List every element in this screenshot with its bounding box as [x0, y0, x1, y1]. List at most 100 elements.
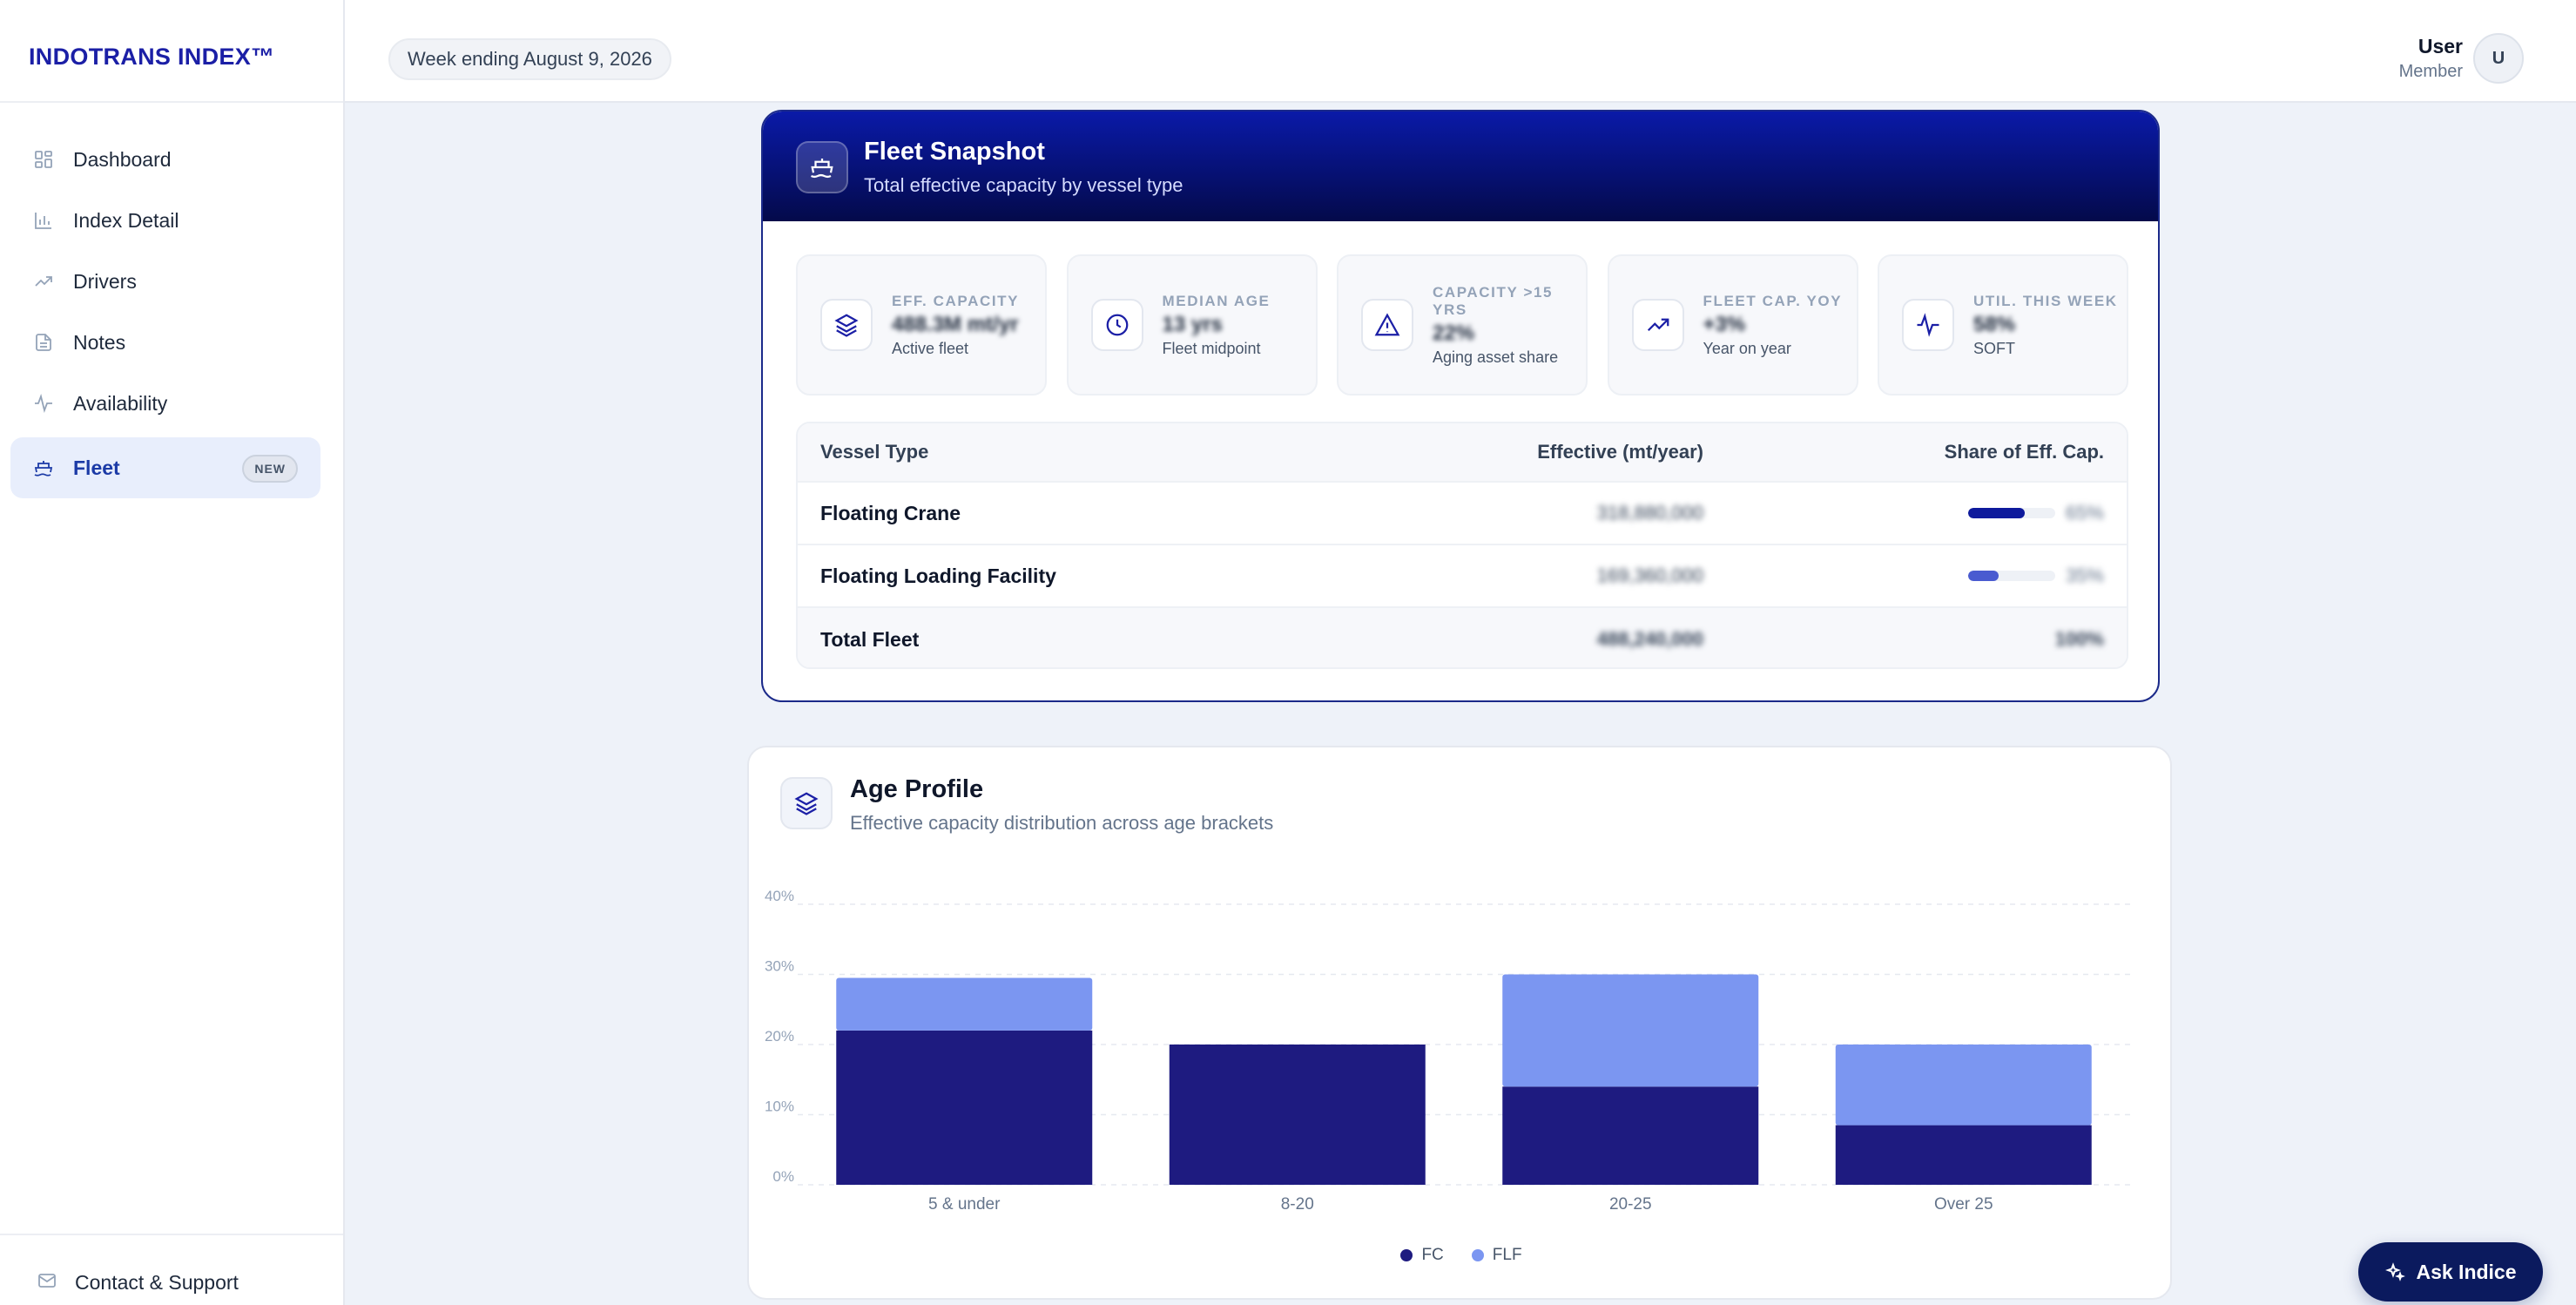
sidebar-item-drivers[interactable]: Drivers — [10, 251, 320, 312]
kpi-label: MEDIAN AGE — [1162, 292, 1271, 309]
legend-swatch — [1400, 1249, 1413, 1261]
kpi-label: EFF. CAPACITY — [892, 292, 1020, 309]
layers-icon — [820, 299, 873, 351]
user-info[interactable]: User Member — [2399, 35, 2463, 82]
sidebar-item-label: Drivers — [73, 269, 137, 293]
kpi-label: CAPACITY >15 YRS — [1433, 283, 1554, 318]
bar-chart-icon — [31, 208, 56, 233]
kpi-value: +3% — [1703, 312, 1746, 336]
avatar[interactable]: U — [2473, 33, 2524, 84]
contact-support-label: Contact & Support — [75, 1271, 239, 1294]
dashboard-icon — [31, 147, 56, 172]
table-header-row: Vessel Type Effective (mt/year) Share of… — [798, 423, 2127, 483]
effective-cell: 318,880,000 — [1596, 502, 1703, 524]
topbar: Week ending August 9, 2026 User Member U — [345, 0, 2576, 103]
sidebar-item-dashboard[interactable]: Dashboard — [10, 129, 320, 190]
kpi-card-eff-capacity: EFF. CAPACITY 488.3M mt/yr Active fleet — [796, 254, 1047, 396]
sidebar-item-label: Availability — [73, 391, 168, 415]
user-name: User — [2418, 35, 2463, 57]
new-badge: NEW — [242, 455, 298, 483]
age-profile-chart: 0% 10% 20% 30% 40% 5 & under 8-20 20-25 Over 25 — [765, 888, 2130, 1214]
table-row[interactable]: Floating Loading Facility 169,360,000 35… — [798, 545, 2127, 608]
sidebar-item-index-detail[interactable]: Index Detail — [10, 190, 320, 251]
kpi-value: 488.3M mt/yr — [892, 312, 1019, 336]
y-tick-label: 20% — [765, 1028, 794, 1045]
legend-item-fc[interactable]: FC — [1400, 1246, 1444, 1265]
share-cell: 65% — [1967, 502, 2104, 524]
bar-fc — [1502, 1086, 1759, 1185]
kpi-card-fleet-cap-yoy: FLEET CAP. YOY +3% Year on year — [1607, 254, 1858, 396]
y-tick-label: 10% — [765, 1099, 794, 1115]
clock-icon — [1090, 299, 1143, 351]
kpi-sub: SOFT — [1973, 339, 2015, 357]
column-header-share[interactable]: Share of Eff. Cap. — [1944, 441, 2104, 463]
sparkle-icon — [2384, 1261, 2406, 1282]
kpi-label: FLEET CAP. YOY — [1703, 292, 1843, 309]
contact-support-link[interactable]: Contact & Support — [37, 1270, 239, 1295]
total-share: 100% — [2054, 628, 2104, 650]
activity-icon — [31, 391, 56, 416]
week-selector[interactable]: Week ending August 9, 2026 — [388, 38, 671, 80]
kpi-value: 22% — [1433, 321, 1475, 345]
legend-swatch — [1471, 1249, 1484, 1261]
ship-icon — [796, 141, 848, 193]
vessel-type-cell: Floating Loading Facility — [820, 564, 1056, 587]
bar-fc — [1169, 1045, 1426, 1185]
total-label: Total Fleet — [820, 627, 920, 651]
age-profile-subtitle: Effective capacity distribution across a… — [850, 812, 1274, 834]
kpi-sub: Active fleet — [892, 339, 969, 357]
age-profile-card: Age Profile Effective capacity distribut… — [747, 746, 2172, 1300]
kpi-row: EFF. CAPACITY 488.3M mt/yr Active fleet … — [796, 254, 2128, 396]
table-row[interactable]: Floating Crane 318,880,000 65% — [798, 483, 2127, 545]
legend-label: FC — [1421, 1246, 1444, 1264]
kpi-sub: Year on year — [1703, 339, 1791, 357]
share-bar-fill — [1967, 508, 2025, 518]
activity-icon — [1902, 299, 1954, 351]
kpi-value: 13 yrs — [1162, 312, 1223, 336]
effective-cell: 169,360,000 — [1596, 565, 1703, 586]
bar-flf — [836, 977, 1093, 1031]
trending-up-icon — [31, 269, 56, 294]
kpi-card-median-age: MEDIAN AGE 13 yrs Fleet midpoint — [1066, 254, 1318, 396]
column-header-effective[interactable]: Effective (mt/year) — [1537, 441, 1703, 463]
sidebar-item-fleet[interactable]: Fleet NEW — [10, 437, 320, 498]
bar-fc — [1835, 1125, 2092, 1185]
x-tick-label: Over 25 — [1934, 1195, 1993, 1214]
share-cell: 35% — [1967, 565, 2104, 587]
fleet-snapshot-subtitle: Total effective capacity by vessel type — [864, 174, 1183, 196]
share-value: 65% — [2065, 502, 2104, 524]
age-profile-title: Age Profile — [850, 775, 984, 803]
sidebar: INDOTRANS INDEX™ Dashboard Index Detail … — [0, 0, 345, 1305]
y-tick-label: 0% — [772, 1168, 794, 1185]
y-tick-label: 30% — [765, 958, 794, 975]
trending-up-icon — [1631, 299, 1684, 351]
bar-fc — [836, 1030, 1093, 1185]
layers-icon — [780, 777, 833, 829]
sidebar-item-availability[interactable]: Availability — [10, 373, 320, 434]
fleet-snapshot-header: Fleet Snapshot Total effective capacity … — [763, 112, 2158, 221]
fleet-snapshot-title: Fleet Snapshot — [864, 138, 1045, 166]
sidebar-item-label: Notes — [73, 330, 126, 354]
column-header-vessel-type[interactable]: Vessel Type — [820, 441, 929, 463]
ask-indice-button[interactable]: Ask Indice — [2358, 1242, 2543, 1302]
kpi-sub: Fleet midpoint — [1162, 339, 1261, 357]
sidebar-nav: Dashboard Index Detail Drivers Notes Ava… — [10, 129, 320, 498]
x-tick-label: 8-20 — [1281, 1195, 1314, 1214]
legend-item-flf[interactable]: FLF — [1471, 1246, 1522, 1265]
sidebar-item-notes[interactable]: Notes — [10, 312, 320, 373]
share-bar — [1967, 508, 2055, 518]
brand-logo[interactable]: INDOTRANS INDEX™ — [29, 44, 275, 70]
kpi-card-util-this-week: UTIL. THIS WEEK 58% SOFT — [1878, 254, 2128, 396]
y-tick-label: 40% — [765, 888, 794, 904]
vessel-table: Vessel Type Effective (mt/year) Share of… — [796, 422, 2128, 669]
share-bar — [1967, 571, 2055, 581]
kpi-sub: Aging asset share — [1433, 348, 1559, 366]
sidebar-item-label: Index Detail — [73, 208, 179, 232]
ask-indice-label: Ask Indice — [2416, 1260, 2517, 1283]
ship-icon — [31, 456, 56, 480]
chart-legend: FC FLF — [749, 1246, 2174, 1265]
divider — [0, 1234, 343, 1235]
warning-icon — [1361, 299, 1413, 351]
x-tick-label: 20-25 — [1609, 1195, 1652, 1214]
user-role: Member — [2398, 62, 2463, 81]
